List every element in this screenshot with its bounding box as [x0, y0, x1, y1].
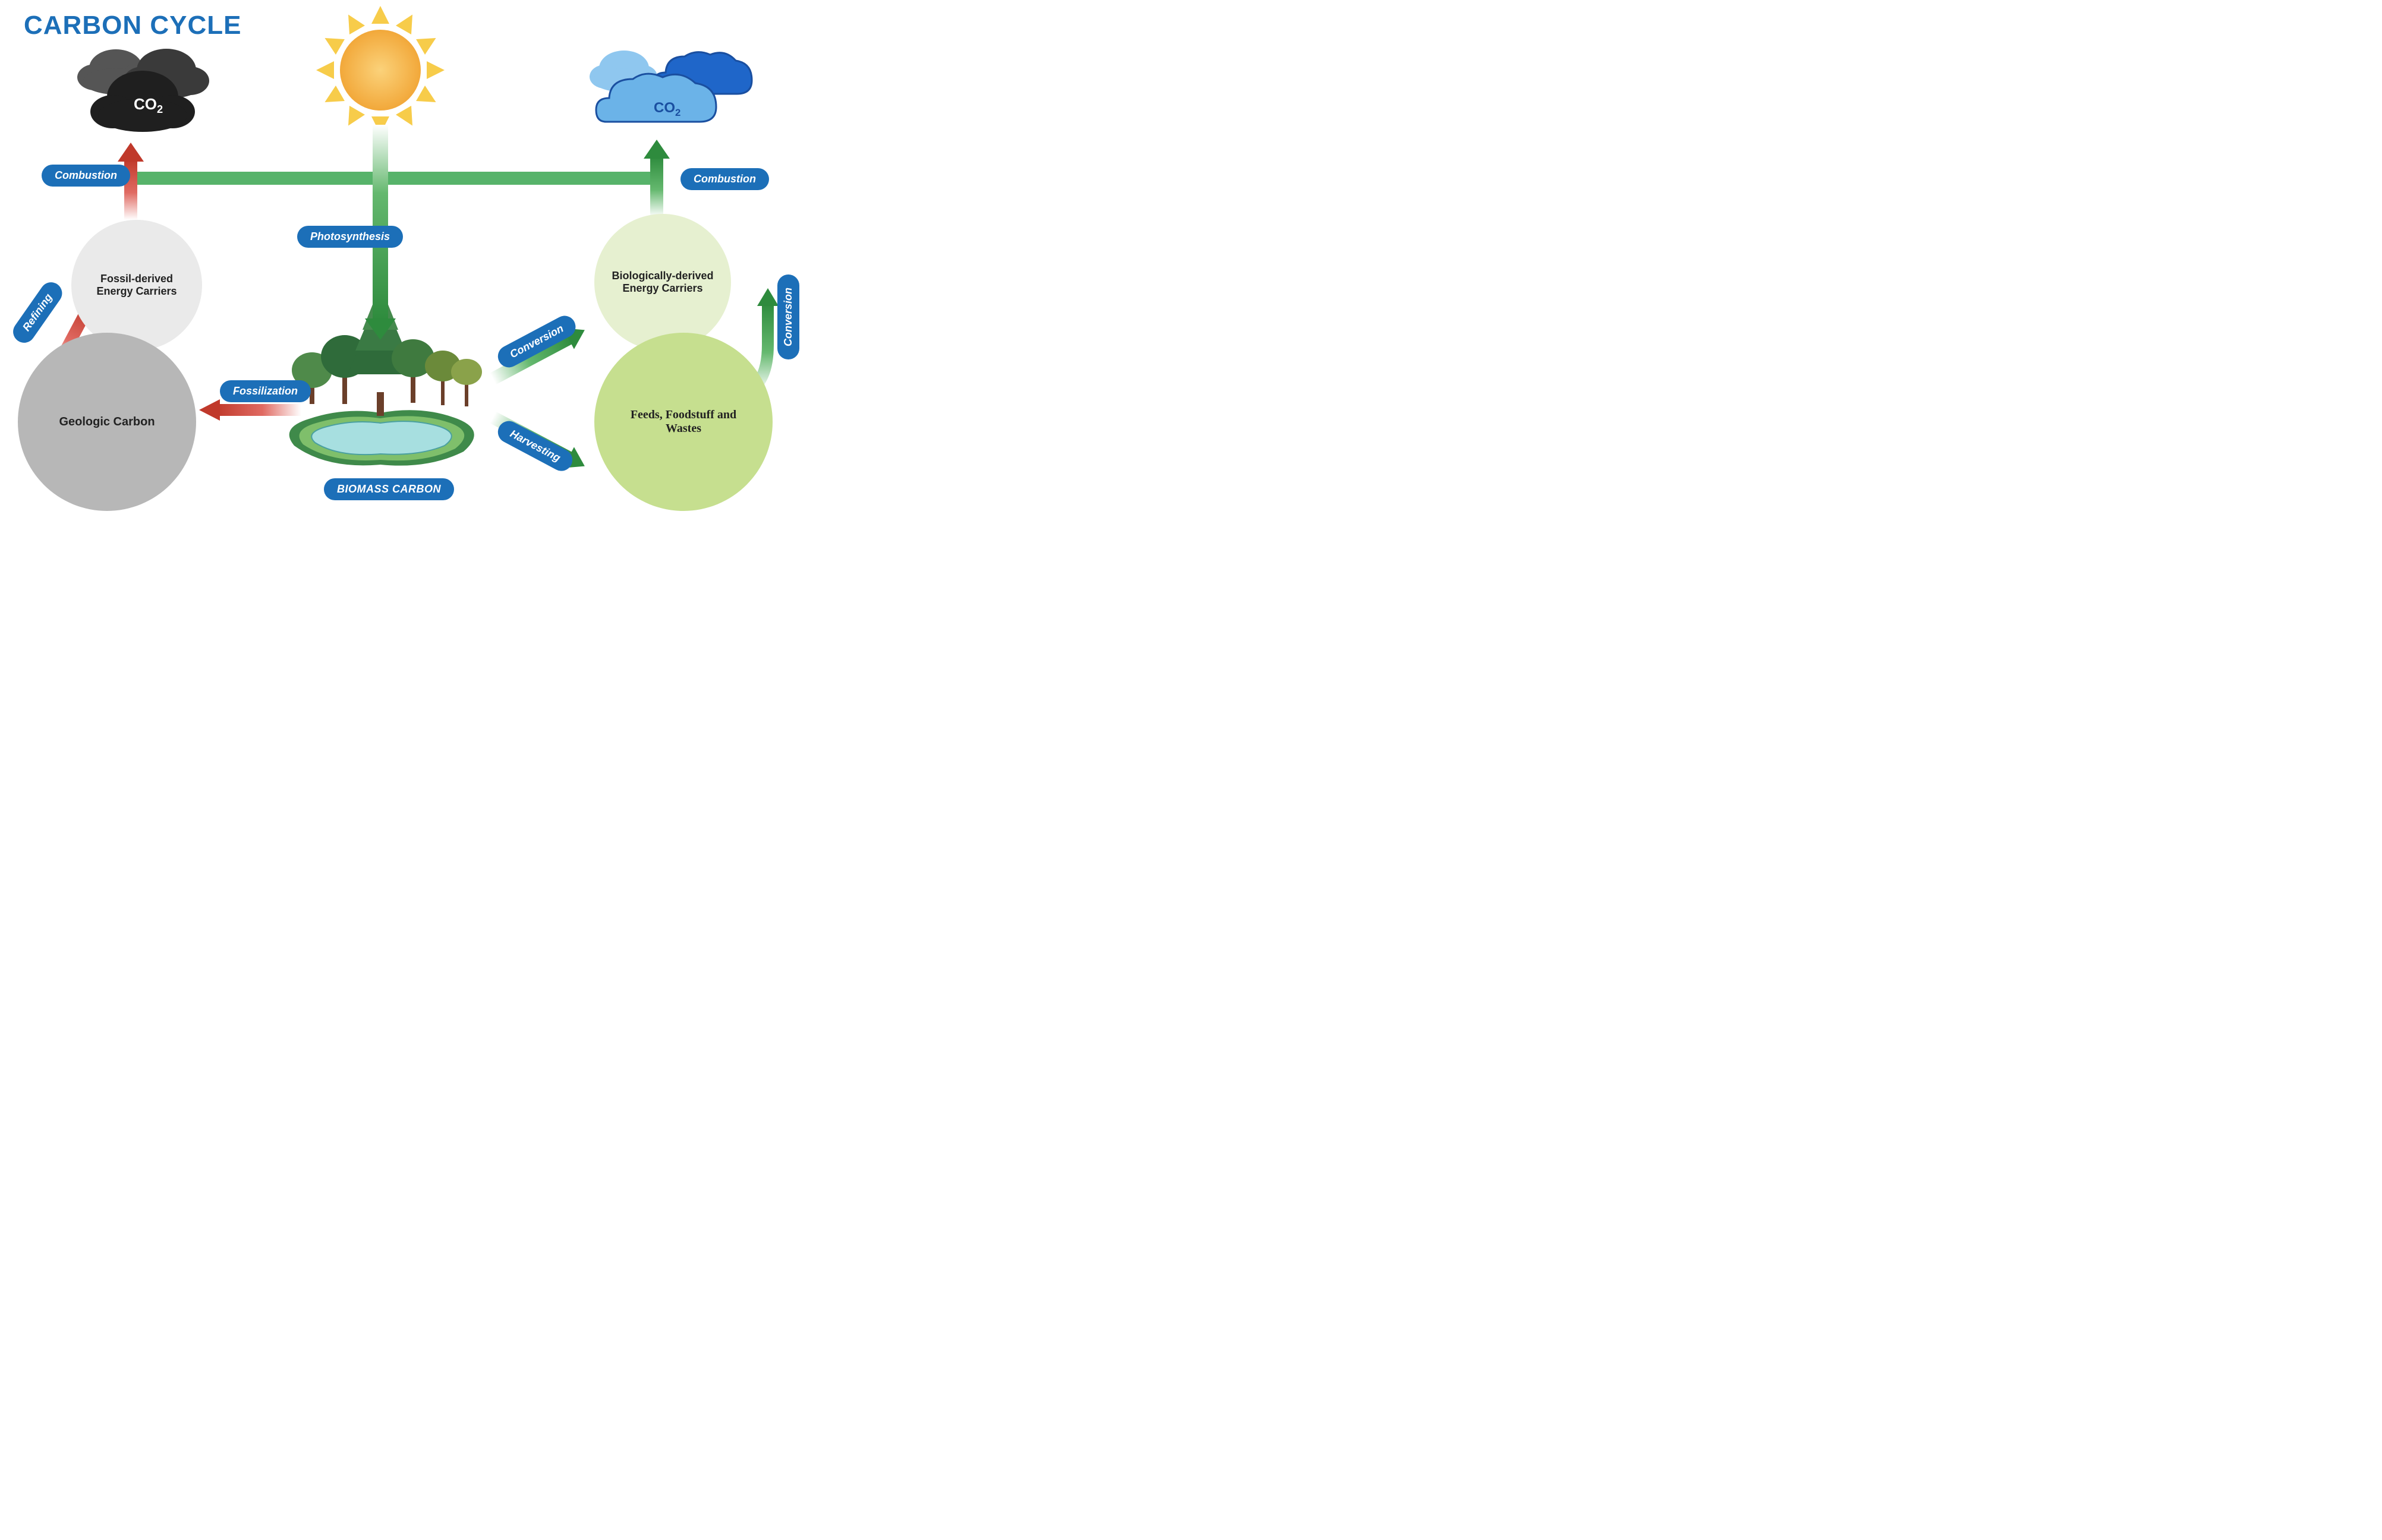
pill-fossilization: Fossilization [220, 380, 311, 402]
pill-biomass-carbon: BIOMASS CARBON [324, 478, 454, 500]
node-bio-label: Biologically-derivedEnergy Carriers [612, 270, 713, 295]
pill-photosynthesis: Photosynthesis [297, 226, 403, 248]
pill-refining: Refining [9, 278, 67, 347]
pill-combustion-right: Combustion [680, 168, 769, 190]
node-fossil-label: Fossil-derivedEnergy Carriers [96, 273, 177, 298]
node-feeds-label: Feeds, Foodstuff andWastes [631, 408, 736, 436]
pill-conversion-diag: Conversion [494, 312, 579, 371]
pill-harvesting: Harvesting [494, 417, 576, 475]
biomass-scene-icon [289, 285, 482, 466]
node-geologic-label: Geologic Carbon [59, 415, 155, 429]
node-fossil-carriers: Fossil-derivedEnergy Carriers [71, 220, 202, 351]
sun-icon [316, 6, 445, 134]
node-feeds-foodstuff: Feeds, Foodstuff andWastes [594, 333, 773, 511]
top-connector-bar [124, 137, 663, 195]
co2-right-label: CO2 [654, 100, 680, 119]
dark-clouds-icon [77, 49, 209, 132]
pill-conversion-up: Conversion [777, 274, 799, 359]
page-title: CARBON CYCLE [24, 11, 241, 40]
node-geologic-carbon: Geologic Carbon [18, 333, 196, 511]
co2-left-label: CO2 [134, 95, 163, 116]
arrow-fossilization [199, 399, 301, 421]
arrow-combustion-right [644, 140, 670, 217]
diagram-stage: CARBON CYCLE [0, 0, 794, 513]
node-bio-carriers: Biologically-derivedEnergy Carriers [594, 214, 731, 351]
pill-combustion-left: Combustion [42, 165, 130, 187]
